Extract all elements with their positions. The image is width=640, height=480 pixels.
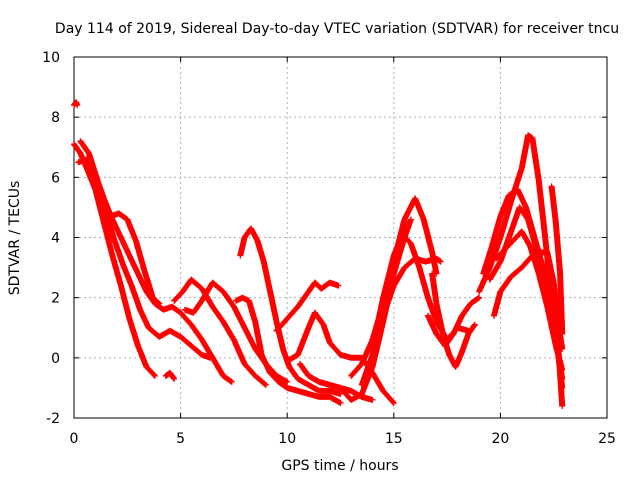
- x-tick-label: 20: [491, 431, 509, 447]
- chart-title: Day 114 of 2019, Sidereal Day-to-day VTE…: [55, 21, 619, 37]
- series-arc-1: [71, 99, 81, 109]
- series-arc-19: [424, 294, 483, 349]
- series-arc-23: [493, 228, 566, 373]
- y-tick-label: 10: [42, 50, 60, 66]
- series-arc-18: [429, 270, 478, 370]
- series-group: [71, 99, 566, 409]
- ticks: 0 5 10 15 20 25 -2 0 2 4 6 8 10: [42, 50, 616, 447]
- series-arc-9: [233, 294, 344, 406]
- series-arc-5: [81, 159, 163, 307]
- x-tick-label: 15: [385, 431, 403, 447]
- y-tick-label: -2: [46, 411, 60, 427]
- series-arc-6: [162, 369, 178, 382]
- series-arc-7: [171, 276, 269, 388]
- y-axis-label: SDTVAR / TECUs: [7, 181, 23, 296]
- series-arc-25: [548, 183, 566, 337]
- y-tick-label: 4: [51, 231, 60, 247]
- y-tick-label: 8: [51, 110, 60, 126]
- grid: [74, 57, 607, 418]
- series-arc-11: [273, 279, 342, 334]
- y-tick-label: 0: [51, 351, 60, 367]
- x-axis-label: GPS time / hours: [281, 458, 398, 474]
- x-tick-label: 25: [598, 431, 616, 447]
- y-tick-label: 6: [51, 170, 60, 186]
- y-tick-label: 2: [51, 291, 60, 307]
- x-tick-label: 0: [70, 431, 79, 447]
- x-tick-label: 5: [176, 431, 185, 447]
- x-tick-label: 10: [278, 431, 296, 447]
